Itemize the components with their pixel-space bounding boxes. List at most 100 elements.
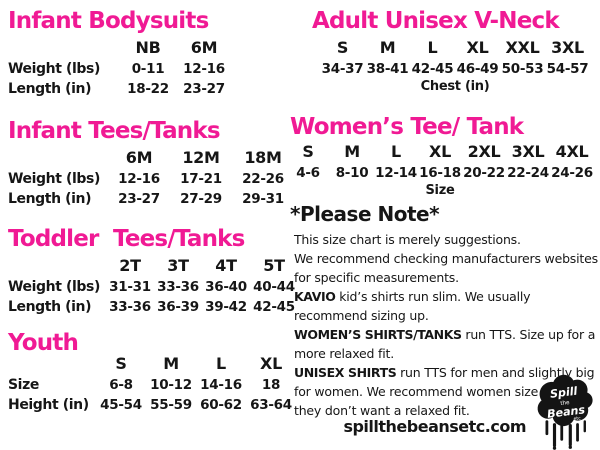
row-label: Height (in) <box>8 397 89 413</box>
section-title-infant-bodysuits: Infant Bodysuits <box>8 8 209 34</box>
size-value: 38-41 <box>366 61 409 77</box>
website-url: spillthebeansetc.com <box>343 417 526 436</box>
column-header: 6M <box>125 148 153 167</box>
please-note-heading: *Please Note* <box>290 202 440 226</box>
size-value: 60-62 <box>200 397 242 413</box>
table-header-row: S M L XL <box>8 354 296 373</box>
column-header: 6M <box>190 38 218 57</box>
table-row: Height (in) 45-54 55-59 60-62 63-64 <box>8 397 296 413</box>
table-header-row: NB 6M <box>8 38 232 57</box>
section-toddler-tees: Toddler Tees/Tanks 2T 3T 4T 5T Weight (l… <box>8 226 298 315</box>
column-header: M <box>344 142 360 161</box>
note-text: run TTS. Size up for a more relaxed fit. <box>294 327 596 361</box>
size-value: 55-59 <box>150 397 192 413</box>
note-paragraph: WOMEN’S SHIRTS/TANKS run TTS. Size up fo… <box>294 325 600 363</box>
section-adult-vneck: Adult Unisex V-Neck S M L XL XXL 3XL 34-… <box>292 8 594 94</box>
infant-tees-table: 6M 12M 18M Weight (lbs) 12-16 17-21 22-2… <box>8 148 294 207</box>
column-header: 18M <box>244 148 282 167</box>
column-header: XL <box>466 38 489 57</box>
table-row: 4-6 8-10 12-14 16-18 20-22 22-24 24-26 <box>286 165 596 181</box>
size-value: 0-11 <box>131 61 165 77</box>
size-value: 50-53 <box>501 61 544 77</box>
table-row: Length (in) 23-27 27-29 29-31 <box>8 191 294 207</box>
note-paragraph: This size chart is merely suggestions. <box>294 230 600 249</box>
logo-word-the: the <box>560 400 570 407</box>
size-value: 18 <box>261 377 281 393</box>
table-header-row: 2T 3T 4T 5T <box>8 256 298 275</box>
note-paragraph: KAVIO kid’s shirts run slim. We usually … <box>294 287 600 325</box>
note-text: We recommend checking manufacturers webs… <box>294 251 598 285</box>
column-header: 4T <box>215 256 237 275</box>
size-value: 36-39 <box>157 299 199 315</box>
size-value: 12-14 <box>375 165 417 181</box>
column-header: L <box>391 142 401 161</box>
logo-word-spill: Spill <box>549 385 578 401</box>
column-header: NB <box>135 38 161 57</box>
size-value: 42-45 <box>411 61 454 77</box>
table-row: Length (in) 18-22 23-27 <box>8 81 232 97</box>
logo-word-etc: etc <box>573 415 581 422</box>
column-header: 2XL <box>467 142 501 161</box>
column-header: 4XL <box>555 142 589 161</box>
row-label: Weight (lbs) <box>8 279 100 295</box>
row-label: Length (in) <box>8 81 92 97</box>
size-value: 42-45 <box>253 299 295 315</box>
size-value: 12-16 <box>183 61 225 77</box>
size-value: 20-22 <box>463 165 505 181</box>
size-value: 27-29 <box>180 191 222 207</box>
section-youth: Youth S M L XL Size 6-8 10-12 14-16 18 H… <box>8 330 296 413</box>
table-row: 34-37 38-41 42-45 46-49 50-53 54-57 <box>320 61 594 77</box>
please-note-section: *Please Note* This size chart is merely … <box>290 202 600 420</box>
table-row: Weight (lbs) 12-16 17-21 22-26 <box>8 171 294 187</box>
table-header-row: S M L XL 2XL 3XL 4XL <box>286 142 596 161</box>
logo-drips <box>545 420 586 450</box>
size-value: 63-64 <box>250 397 292 413</box>
section-title-infant-tees: Infant Tees/Tanks <box>8 118 221 144</box>
size-value: 31-31 <box>109 279 151 295</box>
section-womens-tee: Women’s Tee/ Tank S M L XL 2XL 3XL 4XL 4… <box>286 114 596 198</box>
column-header: XXL <box>505 38 540 57</box>
row-label: Length (in) <box>8 299 92 315</box>
row-label: Length (in) <box>8 191 92 207</box>
note-paragraph: We recommend checking manufacturers webs… <box>294 249 600 287</box>
table-row: Weight (lbs) 31-31 33-36 36-40 40-44 <box>8 279 298 295</box>
toddler-tees-table: 2T 3T 4T 5T Weight (lbs) 31-31 33-36 36-… <box>8 256 298 315</box>
section-title-adult-vneck: Adult Unisex V-Neck <box>312 8 560 34</box>
column-header: 3XL <box>511 142 545 161</box>
note-text: run TTS for men and slightly big for wom… <box>294 365 595 418</box>
size-value: 36-40 <box>205 279 247 295</box>
size-value: 18-22 <box>127 81 169 97</box>
logo-word-beans: Beans <box>546 403 586 421</box>
column-header: 2T <box>119 256 141 275</box>
adult-vneck-table: S M L XL XXL 3XL 34-37 38-41 42-45 46-49… <box>292 38 594 94</box>
column-header: XL <box>429 142 451 161</box>
infant-bodysuits-table: NB 6M Weight (lbs) 0-11 12-16 Length (in… <box>8 38 232 97</box>
spill-the-beans-logo: Spill the Beans etc <box>537 374 593 450</box>
size-value: 17-21 <box>180 171 222 187</box>
measure-caption: Chest (in) <box>420 79 490 94</box>
size-value: 14-16 <box>200 377 242 393</box>
column-header: L <box>427 38 438 57</box>
note-paragraph: UNISEX SHIRTS run TTS for men and slight… <box>294 363 600 420</box>
table-header-row: S M L XL XXL 3XL <box>320 38 594 57</box>
column-header: 12M <box>182 148 220 167</box>
size-value: 24-26 <box>551 165 593 181</box>
column-header: M <box>379 38 396 57</box>
table-header-row: 6M 12M 18M <box>8 148 294 167</box>
note-text: This size chart is merely suggestions. <box>294 232 521 247</box>
youth-table: S M L XL Size 6-8 10-12 14-16 18 Height … <box>8 354 296 413</box>
size-value: 16-18 <box>419 165 461 181</box>
section-infant-bodysuits: Infant Bodysuits NB 6M Weight (lbs) 0-11… <box>8 8 232 97</box>
section-title-toddler-tees: Toddler Tees/Tanks <box>8 226 245 252</box>
column-header: S <box>115 354 127 373</box>
column-header: M <box>163 354 179 373</box>
size-value: 33-36 <box>109 299 151 315</box>
measure-caption: Size <box>425 183 455 198</box>
size-value: 29-31 <box>242 191 284 207</box>
column-header: 3XL <box>551 38 584 57</box>
size-value: 54-57 <box>546 61 589 77</box>
note-womens-shirts: WOMEN’S SHIRTS/TANKS <box>294 327 462 342</box>
size-value: 12-16 <box>118 171 160 187</box>
section-title-womens-tee: Women’s Tee/ Tank <box>290 114 524 140</box>
size-value: 6-8 <box>109 377 133 393</box>
